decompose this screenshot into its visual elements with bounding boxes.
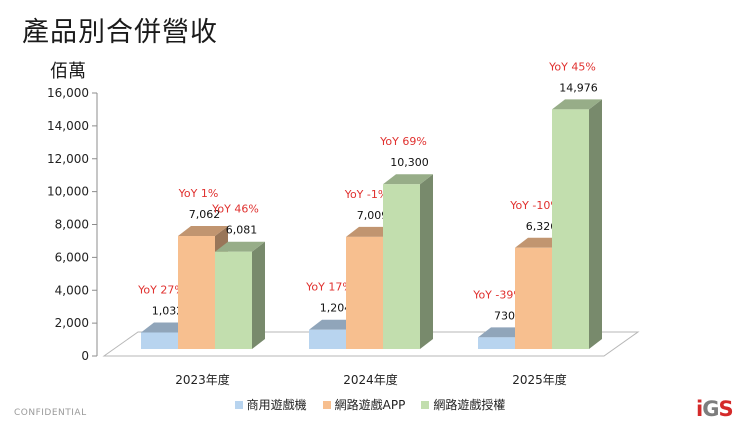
data-label: 1,032 xyxy=(152,304,184,317)
yoy-annotation: YoY 27% xyxy=(137,283,185,296)
yoy-annotation: YoY -1% xyxy=(344,188,389,201)
y-tick-label: 0 xyxy=(81,349,89,363)
yoy-annotation: YoY 17% xyxy=(305,281,353,294)
legend-item-online-license: 網路遊戲授權 xyxy=(421,396,505,413)
y-tick-label: 14,000 xyxy=(47,119,89,133)
logo-letter-g: G xyxy=(702,397,719,421)
bar-side xyxy=(589,99,602,349)
bar xyxy=(552,109,589,349)
yoy-annotation: YoY -10% xyxy=(509,199,561,212)
y-tick-label: 8,000 xyxy=(55,218,89,232)
data-label: 6,326 xyxy=(526,220,558,233)
page-title: 產品別合併營收 xyxy=(22,17,218,48)
data-label: 7,062 xyxy=(189,208,221,221)
bar xyxy=(383,184,420,349)
y-tick-label: 6,000 xyxy=(55,250,89,264)
data-label: 6,081 xyxy=(226,224,258,237)
data-label: 1,204 xyxy=(320,302,352,315)
y-tick-label: 2,000 xyxy=(55,316,89,330)
yoy-annotation: YoY 46% xyxy=(211,203,259,216)
x-tick-label: 2024年度 xyxy=(343,372,398,387)
legend-swatch-arcade xyxy=(234,400,243,409)
confidential-label: CONFIDENTIAL xyxy=(14,408,87,418)
yoy-annotation: YoY 1% xyxy=(178,187,219,200)
bar xyxy=(346,236,383,349)
chart-legend: 商用遊戲機 網路遊戲APP 網路遊戲授權 xyxy=(0,396,740,413)
y-tick-label: 10,000 xyxy=(47,185,89,199)
company-logo: iGS xyxy=(696,397,734,421)
bar-top xyxy=(178,226,228,237)
bar xyxy=(215,251,252,349)
legend-label-online-app: 網路遊戲APP xyxy=(334,398,406,412)
data-label: 730 xyxy=(494,309,515,322)
bar xyxy=(515,247,552,349)
bar xyxy=(178,236,215,349)
legend-label-arcade: 商用遊戲機 xyxy=(246,398,307,412)
legend-swatch-online-app xyxy=(322,400,331,409)
data-label: 10,300 xyxy=(390,156,429,169)
legend-swatch-online-license xyxy=(421,400,430,409)
yoy-annotation: YoY -39% xyxy=(472,288,524,301)
x-tick-label: 2025年度 xyxy=(512,372,567,387)
unit-label: 佰萬 xyxy=(50,61,86,82)
yoy-annotation: YoY 69% xyxy=(379,135,427,148)
bar-top xyxy=(215,241,265,252)
yoy-annotation: YoY 45% xyxy=(548,60,596,73)
y-tick-label: 16,000 xyxy=(47,86,89,100)
bar xyxy=(478,337,515,349)
logo-letter-i: i xyxy=(696,397,703,421)
bar xyxy=(141,332,178,349)
data-label: 14,976 xyxy=(559,81,598,94)
bar-side xyxy=(420,174,433,349)
y-tick-label: 12,000 xyxy=(47,152,89,166)
bar-top xyxy=(383,174,433,185)
legend-item-arcade: 商用遊戲機 xyxy=(234,396,307,413)
legend-item-online-app: 網路遊戲APP xyxy=(322,396,406,413)
bar-top xyxy=(552,99,602,110)
legend-label-online-license: 網路遊戲授權 xyxy=(433,398,506,412)
y-tick-label: 4,000 xyxy=(55,283,89,297)
bar-side xyxy=(252,241,265,349)
bar xyxy=(309,329,346,349)
data-label: 7,009 xyxy=(357,209,389,222)
x-tick-label: 2023年度 xyxy=(175,372,230,387)
logo-letter-s: S xyxy=(718,397,733,421)
